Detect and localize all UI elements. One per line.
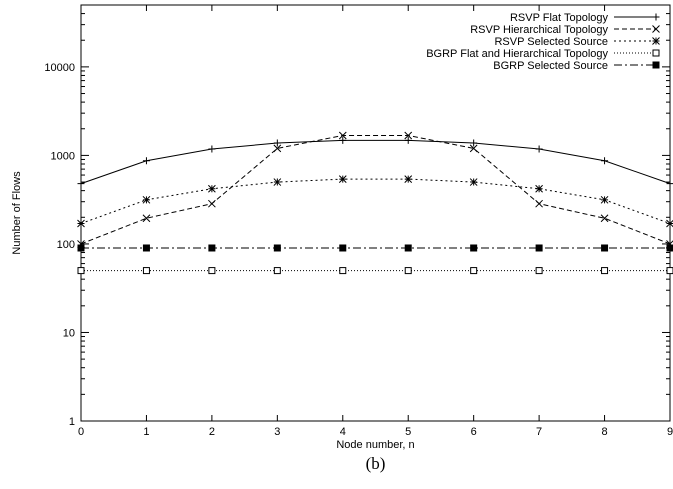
marker-star — [469, 178, 478, 186]
marker-star — [208, 184, 216, 193]
y-tick-label: 100 — [57, 239, 75, 251]
marker-x — [273, 144, 282, 153]
x-tick-label: 8 — [601, 426, 607, 438]
figure-caption: (b) — [366, 454, 386, 473]
series-2 — [77, 131, 673, 248]
x-tick-label: 2 — [209, 426, 215, 438]
x-tick-label: 7 — [536, 426, 542, 438]
series-3 — [77, 175, 673, 228]
marker-x — [600, 214, 609, 223]
marker-plus — [77, 180, 85, 188]
marker-open-square — [273, 267, 281, 275]
legend-entry: RSVP Flat Topology — [510, 12, 660, 24]
marker-x — [535, 199, 543, 208]
x-tick-label: 1 — [143, 426, 149, 438]
marker-filled-square — [142, 244, 150, 252]
x-tick-label: 9 — [667, 426, 673, 438]
marker-star — [338, 175, 347, 183]
x-tick-label: 6 — [471, 426, 477, 438]
x-axis-label: Node number, n — [336, 439, 414, 451]
marker-plus — [601, 157, 609, 165]
marker-open-square — [601, 267, 609, 275]
marker-open-square — [142, 267, 150, 275]
marker-plus — [666, 180, 673, 188]
y-tick-label: 1000 — [51, 150, 75, 162]
marker-open-square — [339, 267, 347, 275]
marker-star — [535, 184, 543, 193]
marker-open-square — [666, 267, 673, 275]
marker-open-square — [404, 267, 412, 275]
marker-x — [404, 131, 413, 140]
marker-filled-square — [470, 244, 478, 252]
marker-plus — [339, 136, 347, 144]
marker-filled-square — [404, 244, 412, 252]
x-tick-label: 5 — [405, 426, 411, 438]
marker-open-square — [535, 267, 543, 275]
y-tick-label: 10 — [63, 327, 75, 339]
marker-open-square — [652, 49, 660, 57]
x-tick-label: 0 — [78, 426, 84, 438]
marker-x — [208, 199, 216, 208]
marker-plus — [208, 145, 216, 153]
legend-label: RSVP Hierarchical Topology — [470, 24, 608, 36]
marker-filled-square — [339, 244, 347, 252]
legend-label: RSVP Flat Topology — [510, 12, 609, 24]
marker-filled-square — [208, 244, 216, 252]
y-tick-label: 1 — [69, 416, 75, 428]
legend-entry: RSVP Selected Source — [494, 36, 660, 48]
series-layer — [77, 131, 673, 275]
marker-plus — [273, 139, 281, 147]
y-axis-label: Number of Flows — [11, 171, 23, 255]
marker-plus — [535, 145, 543, 153]
series-line — [80, 178, 671, 225]
marker-filled-square — [77, 244, 85, 252]
marker-x — [338, 131, 347, 140]
x-tick-label: 3 — [274, 426, 280, 438]
legend-label: BGRP Flat and Hierarchical Topology — [426, 48, 608, 60]
series-line — [80, 139, 671, 185]
marker-open-square — [77, 267, 85, 275]
marker-star — [666, 219, 673, 228]
legend-entry: BGRP Selected Source — [493, 60, 660, 72]
marker-filled-square — [652, 61, 660, 69]
plot-frame — [80, 4, 671, 422]
marker-plus — [142, 157, 150, 165]
marker-filled-square — [601, 244, 609, 252]
marker-star — [77, 219, 85, 228]
marker-star — [142, 195, 151, 204]
marker-star — [273, 178, 282, 186]
series-1 — [77, 136, 673, 188]
marker-open-square — [470, 267, 478, 275]
marker-x — [142, 214, 151, 223]
marker-plus — [652, 13, 660, 21]
legend-entry: RSVP Hierarchical Topology — [470, 24, 660, 36]
marker-filled-square — [666, 244, 673, 252]
marker-plus — [470, 139, 478, 147]
marker-plus — [404, 136, 412, 144]
series-line — [80, 134, 671, 245]
marker-star — [404, 175, 413, 183]
marker-filled-square — [273, 244, 281, 252]
series-4 — [77, 267, 673, 275]
legend-label: RSVP Selected Source — [494, 36, 608, 48]
marker-star — [600, 195, 609, 204]
x-tick-label: 4 — [340, 426, 346, 438]
legend-label: BGRP Selected Source — [493, 60, 608, 72]
marker-x — [469, 144, 478, 153]
series-5 — [77, 244, 673, 252]
marker-open-square — [208, 267, 216, 275]
y-tick-label: 10000 — [44, 62, 75, 74]
marker-x — [652, 25, 660, 33]
marker-filled-square — [535, 244, 543, 252]
marker-star — [652, 37, 660, 45]
legend-entry: BGRP Flat and Hierarchical Topology — [426, 48, 660, 60]
